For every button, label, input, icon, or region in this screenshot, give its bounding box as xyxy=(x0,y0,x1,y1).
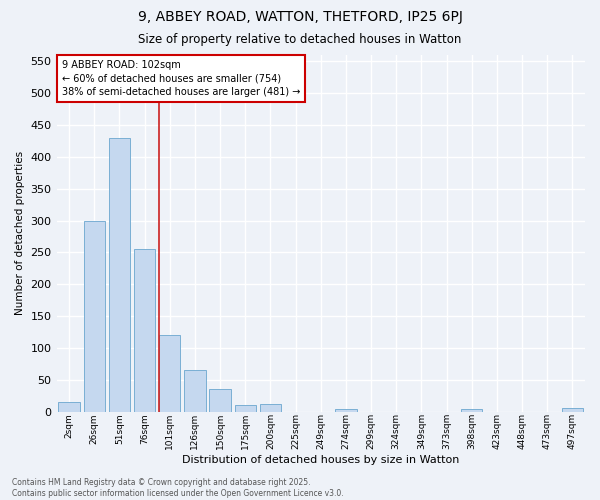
Text: 9 ABBEY ROAD: 102sqm
← 60% of detached houses are smaller (754)
38% of semi-deta: 9 ABBEY ROAD: 102sqm ← 60% of detached h… xyxy=(62,60,300,97)
Bar xyxy=(184,370,206,412)
Bar xyxy=(335,409,356,412)
X-axis label: Distribution of detached houses by size in Watton: Distribution of detached houses by size … xyxy=(182,455,460,465)
Y-axis label: Number of detached properties: Number of detached properties xyxy=(15,152,25,316)
Bar xyxy=(461,409,482,412)
Bar xyxy=(83,220,105,412)
Text: 9, ABBEY ROAD, WATTON, THETFORD, IP25 6PJ: 9, ABBEY ROAD, WATTON, THETFORD, IP25 6P… xyxy=(137,10,463,24)
Bar xyxy=(260,404,281,411)
Text: Size of property relative to detached houses in Watton: Size of property relative to detached ho… xyxy=(139,32,461,46)
Bar xyxy=(109,138,130,411)
Text: Contains HM Land Registry data © Crown copyright and database right 2025.
Contai: Contains HM Land Registry data © Crown c… xyxy=(12,478,344,498)
Bar xyxy=(209,390,231,411)
Bar xyxy=(134,250,155,412)
Bar xyxy=(235,406,256,411)
Bar xyxy=(159,335,181,411)
Bar xyxy=(562,408,583,412)
Bar xyxy=(58,402,80,411)
